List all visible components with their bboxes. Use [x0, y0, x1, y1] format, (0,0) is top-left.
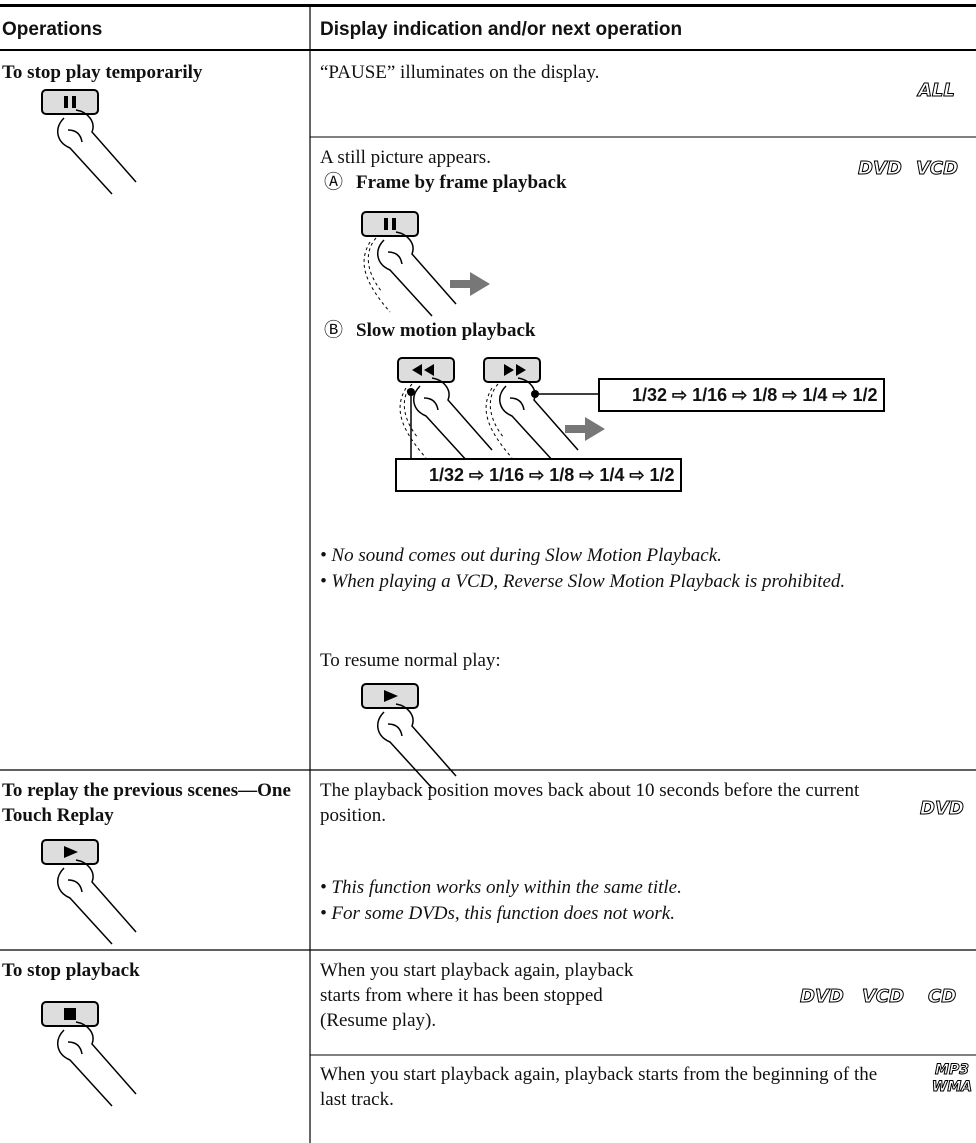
text: The playback position moves back about 1… [320, 780, 860, 826]
motion-lines [399, 383, 427, 459]
disc-icon: ALL [918, 80, 956, 101]
text: “PAUSE” illuminates on the display. [320, 62, 600, 83]
hand [57, 1021, 137, 1107]
header-cell: Operations [2, 19, 103, 40]
hand [57, 109, 137, 195]
operation: To replay the previous scenes—One Touch … [2, 780, 291, 826]
disc-icon: VCD [915, 158, 959, 179]
button [361, 211, 419, 237]
button-symbol [504, 364, 526, 376]
button-symbol [384, 218, 396, 230]
hand [57, 859, 137, 945]
disc-icon: DVD [920, 798, 965, 819]
hand [377, 231, 457, 317]
operation: To stop playback [2, 960, 140, 981]
text: When you start playback again, playback … [320, 960, 634, 1031]
top-rule [0, 4, 976, 7]
disc-icon: MP3 WMA [931, 1062, 973, 1096]
button-illustration [41, 89, 137, 195]
marker: Ⓐ [324, 172, 344, 193]
text: A still picture appears. [320, 147, 491, 168]
text: When you start playback again, playback … [320, 1064, 878, 1110]
button [41, 89, 99, 115]
hand [377, 703, 457, 789]
header-cell: Display indication and/or next operation [320, 19, 683, 40]
hand [413, 377, 493, 463]
button-illustration [361, 683, 457, 789]
note: • No sound comes out during Slow Motion … [320, 545, 722, 566]
header-rule [0, 49, 976, 51]
button-illustration [41, 1001, 137, 1107]
button-symbol [64, 846, 78, 858]
button-symbol [412, 364, 434, 376]
motion-lines [485, 383, 513, 459]
button-illustration [397, 357, 493, 463]
operation: To stop play temporarily [2, 62, 203, 83]
label: Frame by frame playback [356, 172, 567, 193]
button-symbol [64, 1008, 76, 1020]
speed-sequence: 1/32 ⇨ 1/16 ⇨ 1/8 ⇨ 1/4 ⇨ 1/2 [395, 458, 683, 492]
note: • For some DVDs, this function does not … [320, 903, 675, 924]
marker: Ⓑ [324, 320, 344, 341]
button-illustration [361, 211, 457, 317]
text: To resume normal play: [320, 650, 501, 671]
note: • This function works only within the sa… [320, 877, 682, 898]
arrow [450, 272, 490, 296]
button-illustration [483, 357, 579, 463]
disc-icon: DVD [858, 158, 903, 179]
arrow [565, 417, 605, 441]
disc-icon: VCD [861, 986, 905, 1007]
note: • When playing a VCD, Reverse Slow Motio… [320, 571, 846, 592]
label: Slow motion playback [356, 320, 536, 341]
disc-icon: DVD [800, 986, 845, 1007]
speed-sequence: 1/32 ⇨ 1/16 ⇨ 1/8 ⇨ 1/4 ⇨ 1/2 [598, 378, 886, 412]
disc-icon: CD [927, 986, 957, 1007]
hand [499, 377, 579, 463]
leader-dot [407, 388, 415, 396]
motion-lines [363, 237, 391, 313]
button-symbol [64, 96, 76, 108]
button-symbol [384, 690, 398, 702]
button-illustration [41, 839, 137, 945]
